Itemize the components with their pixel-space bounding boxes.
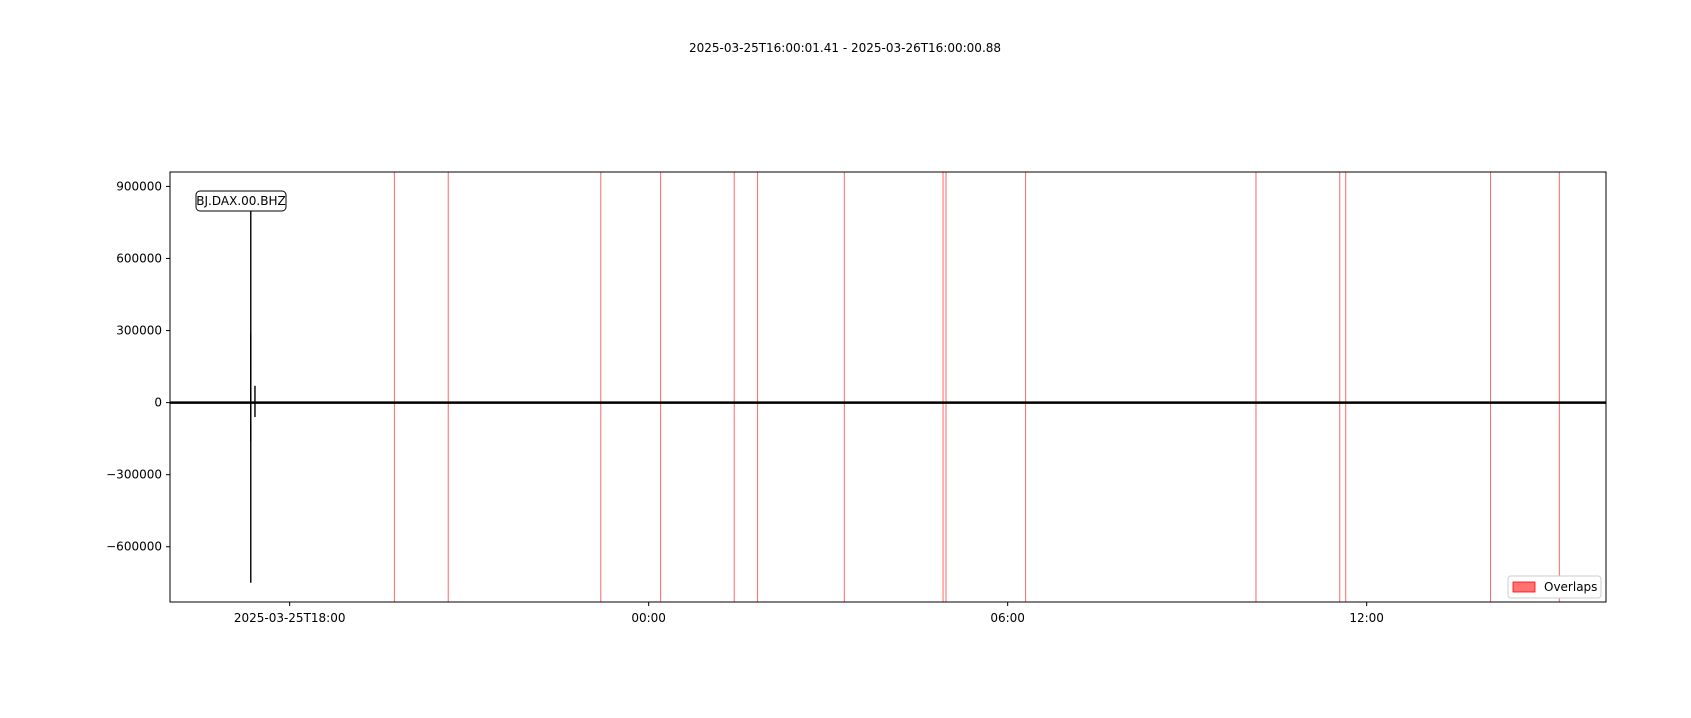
- x-tick-label: 06:00: [990, 611, 1025, 625]
- y-tick-label: 600000: [116, 251, 162, 265]
- legend: Overlaps: [1507, 575, 1602, 599]
- y-tick-label: −600000: [106, 540, 162, 554]
- x-tick-label: 12:00: [1349, 611, 1384, 625]
- trace-label: BJ.DAX.00.BHZ: [196, 194, 285, 208]
- trace-series: [170, 205, 1606, 583]
- chart-title: 2025-03-25T16:00:01.41 - 2025-03-26T16:0…: [689, 41, 1001, 55]
- x-axis: 2025-03-25T18:00 00:00 06:00 12:00: [234, 602, 1384, 625]
- y-tick-label: 0: [154, 396, 162, 410]
- plot-area: [170, 172, 1606, 602]
- legend-label-overlaps: Overlaps: [1544, 580, 1597, 594]
- trace-label-box: BJ.DAX.00.BHZ: [195, 190, 287, 212]
- x-tick-label: 00:00: [631, 611, 666, 625]
- legend-frame: [1507, 575, 1602, 599]
- y-tick-label: 300000: [116, 324, 162, 338]
- legend-swatch-overlaps: [1512, 581, 1536, 593]
- y-tick-label: 900000: [116, 179, 162, 193]
- y-axis: 900000 600000 300000 0 −300000 −600000: [106, 179, 170, 554]
- y-tick-label: −300000: [106, 468, 162, 482]
- x-tick-label: 2025-03-25T18:00: [234, 611, 346, 625]
- axes-frame: [169, 171, 1607, 603]
